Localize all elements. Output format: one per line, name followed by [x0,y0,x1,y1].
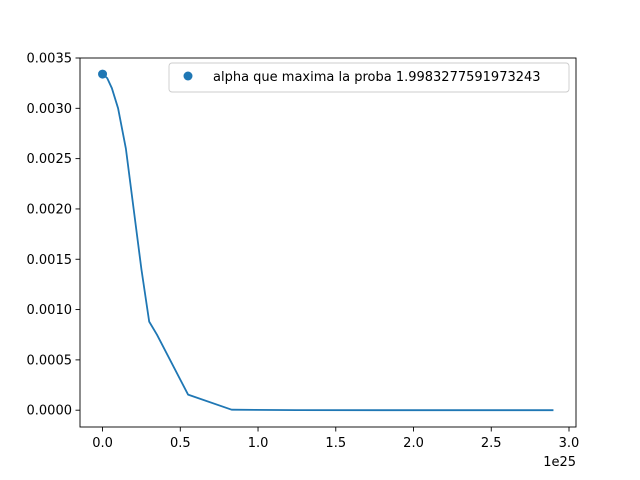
y-axis-ticks: 0.0000 0.0005 0.0010 0.0015 0.0020 0.0025 0.00… [27,52,80,419]
x-axis-ticks: 0.0 0.5 1.0 1.5 2.0 2.5 3.0 [92,427,579,451]
x-offset-text: 1e25 [543,455,576,470]
legend-box [168,62,570,93]
series-line [101,73,554,412]
x-tick-label: 2.5 [481,436,502,451]
legend-label: alpha que maxima la proba 1.998327759197… [213,70,541,85]
x-tick-label: 0.0 [92,436,113,451]
y-tick-label: 0.0015 [27,253,73,268]
scatter-points [98,69,108,79]
legend-marker [183,71,193,81]
plot-area [80,58,576,427]
x-tick-label: 0.5 [170,436,191,451]
x-tick-label: 1.5 [325,436,346,451]
legend: alpha que maxima la proba 1.998327759197… [168,62,570,93]
y-tick-label: 0.0010 [27,303,73,318]
y-tick-label: 0.0030 [27,102,73,117]
x-tick-label: 1.0 [248,436,269,451]
y-tick-label: 0.0005 [27,353,73,368]
y-tick-label: 0.0025 [27,152,73,167]
y-tick-label: 0.0020 [27,202,73,217]
x-tick-label: 3.0 [559,436,580,451]
scatter-point [98,69,108,79]
y-tick-label: 0.0035 [27,52,73,67]
plot-frame [79,57,577,428]
y-tick-label: 0.0000 [27,404,73,419]
x-tick-label: 2.0 [403,436,424,451]
